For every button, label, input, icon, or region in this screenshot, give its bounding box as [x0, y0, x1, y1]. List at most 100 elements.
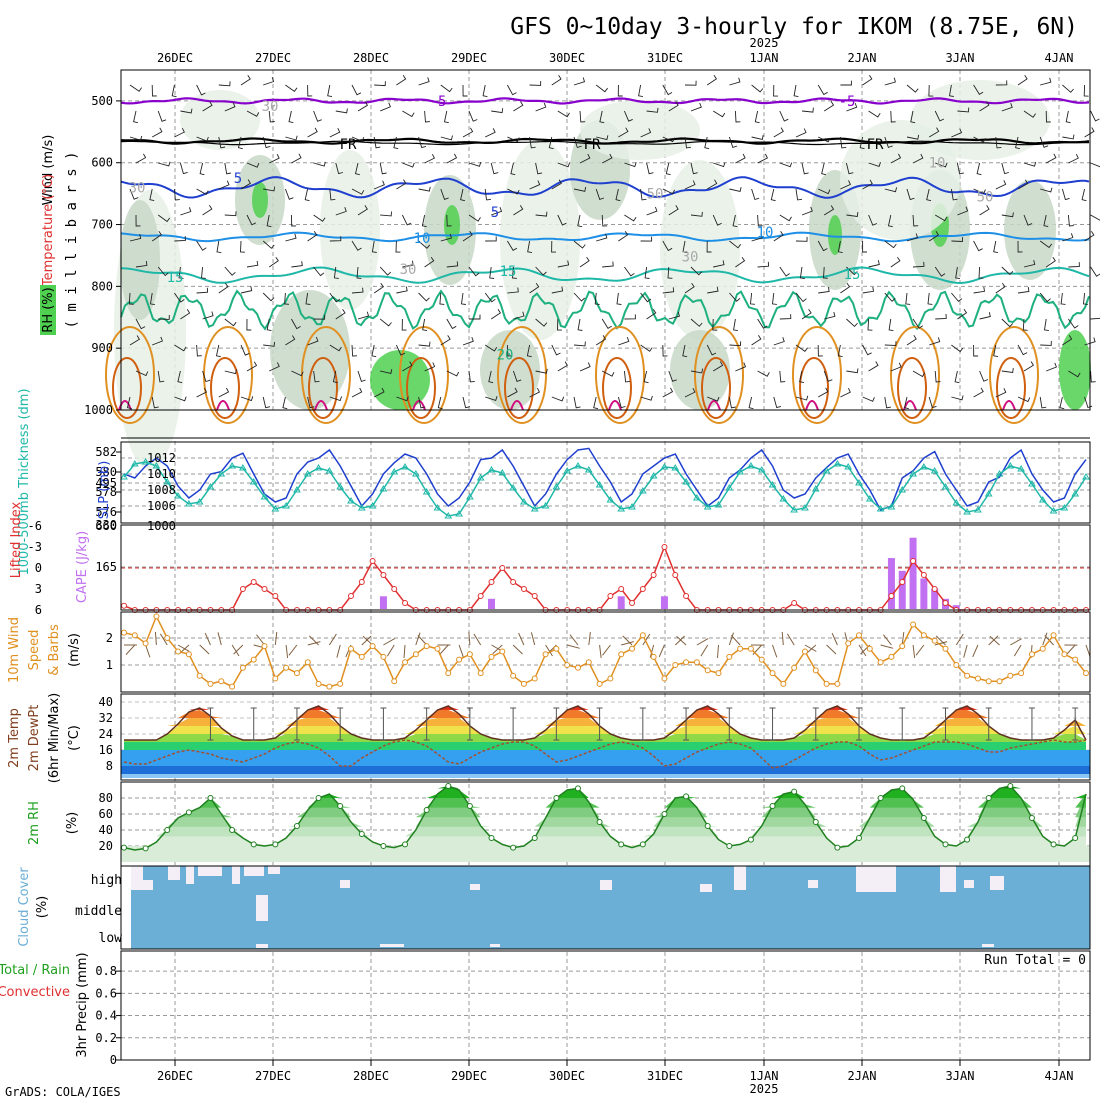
- wind-speed-line-point: [910, 621, 917, 628]
- lifted-index-line-point: [910, 558, 917, 564]
- precip-tick-label: 0.4: [95, 1009, 117, 1023]
- rh-legend-swatch: [40, 285, 56, 335]
- thickness-line-point: [1049, 507, 1058, 514]
- rh-line: [123, 785, 1087, 851]
- wind-speed-line-point: [704, 667, 711, 674]
- cloud-gap: [856, 866, 896, 892]
- temp-minmax-whisker: [466, 707, 473, 741]
- rh-line-point: [639, 841, 646, 848]
- wind-speed-line-point: [402, 659, 409, 666]
- cloud-cover-fill: [131, 866, 1090, 949]
- thickness-line-point: [314, 464, 323, 471]
- day-label-top: 1JAN: [750, 51, 779, 65]
- cape-tick-label: 660: [95, 519, 117, 533]
- lifted-index-line-point: [499, 565, 506, 571]
- thickness-line-point: [422, 488, 431, 495]
- contour-label: 30: [262, 99, 279, 115]
- temp-band: [124, 706, 1086, 710]
- wind-speed-line-point: [358, 653, 365, 660]
- thickness-axis-label: 1000-500mb Thickness (dm): [17, 388, 32, 575]
- cape-tick-label: 495: [95, 476, 117, 490]
- thickness-line-point: [628, 503, 636, 510]
- rh-band: [124, 786, 1086, 846]
- thickness-line-point: [368, 502, 377, 509]
- wind-speed-line-point: [1050, 632, 1057, 639]
- rh-line-point: [445, 783, 452, 789]
- rh-band: [124, 786, 1086, 798]
- thickness-tick-label: 582: [95, 445, 117, 459]
- rh-line-point: [964, 836, 971, 843]
- day-label-top: 4JAN: [1045, 51, 1074, 65]
- wind-speed-line-point: [456, 656, 463, 663]
- thickness-line-point: [163, 478, 172, 485]
- li-tick-label: 3: [35, 582, 42, 596]
- contour-label: 15: [167, 270, 184, 286]
- contour-label: 30: [129, 180, 146, 196]
- day-label-bottom: 29DEC: [451, 1069, 487, 1083]
- temp-contour-35: [805, 400, 819, 411]
- lifted-index-line-point: [520, 586, 527, 592]
- wind-speed-line-point: [412, 651, 419, 658]
- lifted-index-line-point: [358, 579, 365, 585]
- wind-speed-line-point: [574, 664, 581, 671]
- wind-speed-line-point: [185, 651, 192, 658]
- temp-minmax-whisker: [1072, 707, 1079, 741]
- thickness-line-point: [249, 478, 258, 485]
- wind-speed-line-point: [780, 680, 787, 687]
- wind-speed-line-point: [845, 640, 852, 647]
- cloud-axis-label: Cloud Cover: [17, 867, 32, 947]
- day-label-bottom: 26DEC: [157, 1069, 193, 1083]
- thickness-line-point: [530, 505, 539, 512]
- rh-tick-label: 80: [99, 791, 113, 805]
- thickness-line-point: [1017, 465, 1026, 472]
- wind-speed-line-point: [856, 632, 863, 639]
- thickness-line-point: [444, 512, 453, 519]
- rh-line-point: [164, 827, 171, 833]
- thickness-line-point: [919, 463, 928, 470]
- contour-label: 15: [500, 264, 517, 280]
- thickness-line-point: [638, 487, 647, 494]
- temp-contour-15: [120, 266, 1090, 285]
- thickness-line-point: [660, 463, 669, 470]
- thickness-line-point: [801, 504, 809, 511]
- thickness-line-point: [520, 498, 528, 505]
- thickness-line-point: [855, 479, 863, 486]
- thickness-line-point: [736, 468, 744, 475]
- panel-frame: [120, 524, 1091, 611]
- wind-speed-line-point: [953, 662, 960, 668]
- thickness-line-point: [714, 501, 723, 508]
- panel-frame: [120, 865, 1091, 950]
- wind-speed-line-point: [996, 678, 1003, 685]
- temp-axis-label: 2m DewPt: [27, 705, 42, 772]
- thickness-line-point: [239, 464, 247, 471]
- temp-minmax-whisker: [207, 707, 214, 741]
- lifted-index-line-point: [250, 579, 257, 585]
- thickness-line-point: [217, 470, 226, 477]
- cloud-gap: [143, 880, 153, 890]
- rh-line-point: [920, 815, 927, 821]
- thickness-line-point: [487, 466, 496, 473]
- thickness-tick-label: 580: [95, 465, 117, 479]
- rh-band: [124, 786, 1086, 808]
- contour-label: 10: [757, 225, 774, 241]
- cloud-gap: [600, 880, 612, 890]
- precip-tick-label: 0: [110, 1053, 117, 1067]
- wind10-axis-label: (m/s): [67, 633, 82, 667]
- lifted-index-line-point: [672, 572, 679, 578]
- temp-axis-label: (°C): [67, 725, 82, 751]
- thickness-line-point: [876, 505, 885, 512]
- cape-bar: [617, 596, 625, 609]
- wind-speed-line-point: [337, 680, 344, 687]
- temp-minmax-whisker: [683, 707, 690, 741]
- wind-speed-line-point: [1018, 670, 1025, 677]
- temp-contour-30: [602, 357, 632, 419]
- rh-band: [124, 786, 1086, 818]
- rh-line-point: [207, 795, 214, 801]
- wind-speed-line-point: [812, 667, 819, 674]
- wind-speed-line-point: [391, 678, 398, 685]
- thickness-line-point: [1082, 473, 1090, 480]
- wind-speed-line-point: [726, 653, 733, 660]
- cloud-gap: [244, 866, 264, 876]
- lifted-index-line-point: [239, 586, 246, 592]
- thickness-line-point: [1006, 462, 1015, 469]
